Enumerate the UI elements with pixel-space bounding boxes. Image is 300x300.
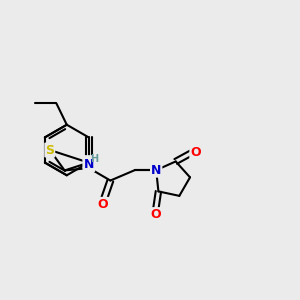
Text: S: S — [45, 143, 54, 157]
Text: H: H — [90, 154, 98, 164]
Text: N: N — [151, 164, 161, 177]
Text: O: O — [98, 198, 108, 211]
Text: N: N — [83, 156, 94, 169]
Text: O: O — [150, 208, 161, 221]
Text: N: N — [84, 158, 94, 171]
Text: O: O — [190, 146, 201, 159]
